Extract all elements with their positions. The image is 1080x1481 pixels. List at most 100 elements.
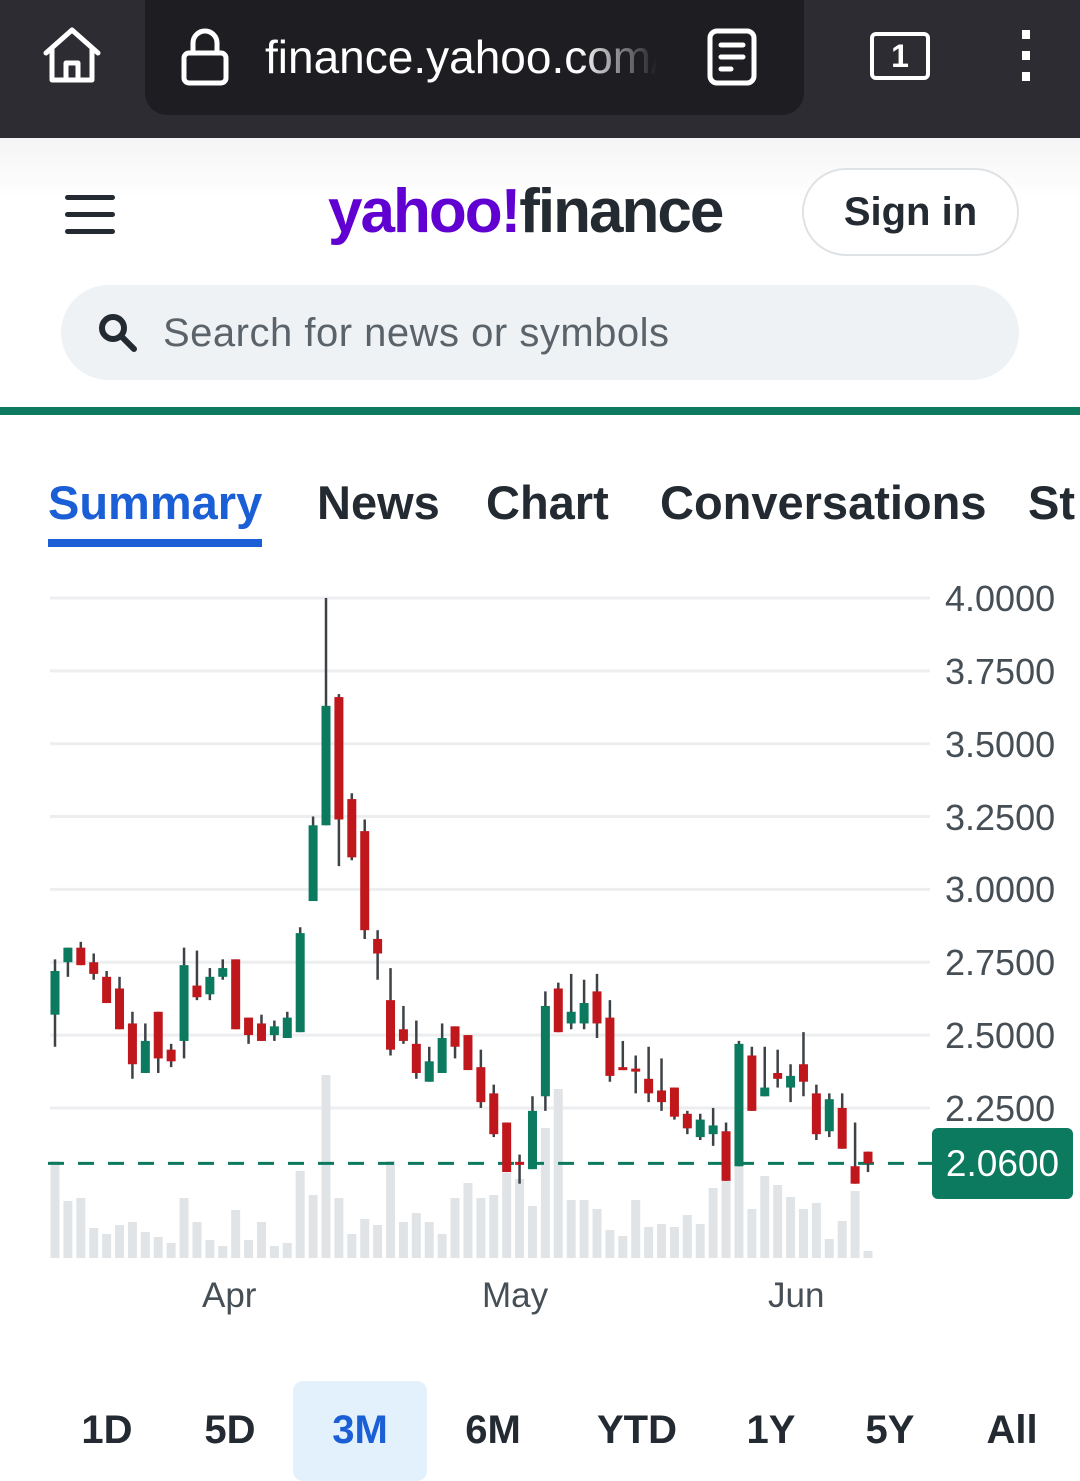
lock-icon	[181, 28, 229, 86]
tab-chart[interactable]: Chart	[486, 476, 609, 529]
candle-up	[566, 1011, 576, 1024]
volume-bar	[515, 1179, 525, 1258]
volume-bar	[476, 1198, 486, 1258]
sign-in-button[interactable]: Sign in	[802, 168, 1019, 256]
volume-bar	[166, 1243, 176, 1258]
volume-bar	[631, 1200, 641, 1258]
volume-bar	[231, 1210, 241, 1258]
tabs-icon[interactable]: 1	[870, 32, 930, 80]
range-all[interactable]: All	[986, 1408, 1038, 1452]
hamburger-menu-icon[interactable]	[65, 195, 115, 235]
candle-down	[553, 988, 563, 1033]
candle-down	[386, 1000, 396, 1050]
candle-down	[502, 1122, 512, 1173]
candle-up	[540, 1005, 550, 1097]
yahoo-finance-logo[interactable]: yahoo!finance	[328, 176, 724, 247]
candle-up	[695, 1119, 705, 1138]
volume-bar	[682, 1215, 692, 1258]
reader-mode-icon[interactable]	[707, 28, 757, 86]
range-6m[interactable]: 6M	[465, 1408, 521, 1452]
candle-down	[850, 1166, 860, 1184]
x-tick-label: Jun	[768, 1276, 825, 1315]
volume-bar	[102, 1234, 112, 1258]
volume-bar	[218, 1246, 228, 1258]
y-tick-label: 3.2500	[945, 796, 1056, 838]
range-5d[interactable]: 5D	[204, 1408, 256, 1452]
range-1y[interactable]: 1Y	[746, 1408, 796, 1452]
browser-toolbar: finance.yahoo.com/ 1	[0, 0, 1080, 138]
tab-count: 1	[891, 38, 909, 74]
x-tick-label: Apr	[202, 1276, 257, 1315]
volume-bar	[398, 1222, 408, 1258]
candle-up	[140, 1040, 150, 1073]
volume-bar	[269, 1246, 279, 1258]
volume-bar	[721, 1173, 731, 1258]
candle-down	[773, 1072, 783, 1079]
x-tick-label: May	[482, 1276, 549, 1315]
volume-bar	[489, 1195, 499, 1258]
candle-down	[721, 1131, 731, 1181]
home-icon[interactable]	[40, 25, 104, 85]
volume-bar	[773, 1185, 783, 1258]
candle-up	[424, 1061, 434, 1082]
range-3m[interactable]: 3M	[332, 1408, 388, 1452]
volume-bar	[360, 1219, 370, 1258]
range-1d[interactable]: 1D	[81, 1408, 133, 1452]
candle-down	[256, 1023, 266, 1041]
candle-down	[76, 947, 86, 966]
volume-bar	[463, 1183, 473, 1258]
candle-down	[347, 799, 357, 858]
y-tick-label: 2.5000	[945, 1015, 1056, 1057]
volume-bar	[256, 1222, 266, 1258]
candle-down	[618, 1067, 628, 1071]
quote-tabs: Summary News Chart Conversations St	[0, 470, 1080, 550]
y-tick-label: 2.2500	[945, 1087, 1056, 1129]
candle-down	[644, 1078, 654, 1094]
volume-bar	[205, 1240, 215, 1258]
volume-bar	[553, 1089, 563, 1258]
volume-bar	[657, 1224, 667, 1258]
volume-bar	[76, 1198, 86, 1258]
candle-down	[592, 991, 602, 1024]
range-5y[interactable]: 5Y	[865, 1408, 915, 1452]
volume-bar	[334, 1198, 344, 1258]
volume-bar	[373, 1225, 383, 1258]
candle-down	[153, 1011, 163, 1059]
site-header: yahoo!finance Sign in Search for news or…	[0, 138, 1080, 408]
tab-conversations[interactable]: Conversations	[660, 476, 987, 529]
volume-bar	[502, 1173, 512, 1258]
volume-bar	[347, 1234, 357, 1258]
more-vert-icon[interactable]	[1016, 30, 1036, 82]
tab-news[interactable]: News	[317, 476, 440, 529]
volume-bar	[295, 1171, 305, 1258]
candle-up	[269, 1026, 279, 1036]
url-text[interactable]: finance.yahoo.com/	[265, 31, 657, 83]
volume-bar	[282, 1243, 292, 1258]
candle-up	[282, 1017, 292, 1039]
candle-down	[476, 1067, 486, 1103]
volume-bar	[540, 1128, 550, 1258]
volume-bar	[669, 1227, 679, 1258]
tab-summary[interactable]: Summary	[48, 476, 263, 547]
search-input[interactable]: Search for news or symbols	[61, 285, 1019, 380]
address-bar[interactable]: finance.yahoo.com/	[145, 0, 804, 115]
range-ytd[interactable]: YTD	[597, 1408, 677, 1452]
y-tick-label: 4.0000	[945, 578, 1056, 619]
search-icon	[99, 314, 137, 352]
candle-down	[115, 988, 125, 1030]
candle-down	[682, 1113, 692, 1129]
volume-bar	[592, 1209, 602, 1258]
volume-bar	[850, 1191, 860, 1258]
candle-up	[179, 965, 189, 1041]
candle-up	[708, 1125, 718, 1135]
candle-up	[734, 1043, 744, 1167]
tab-statistics[interactable]: St	[1028, 476, 1075, 529]
candle-down	[360, 831, 370, 931]
y-tick-label: 2.7500	[945, 942, 1056, 984]
candle-down	[811, 1093, 821, 1135]
volume-bar	[527, 1206, 537, 1258]
candle-up	[218, 968, 228, 977]
candle-down	[334, 697, 344, 820]
candle-down	[166, 1049, 176, 1062]
